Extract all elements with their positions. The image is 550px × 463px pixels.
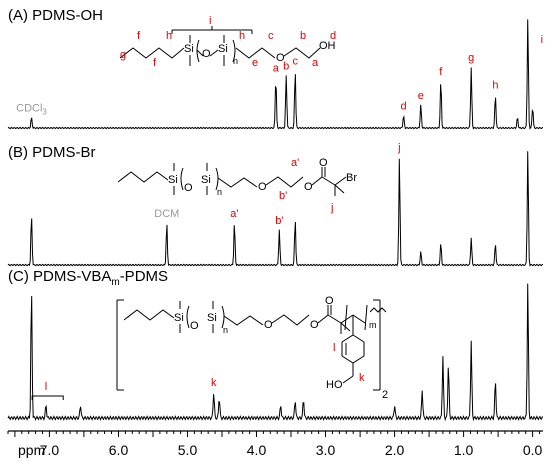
spectrum-line-2 <box>7 283 544 422</box>
svg-text:O: O <box>310 319 319 331</box>
svg-text:k: k <box>359 372 365 384</box>
svg-text:O: O <box>184 182 193 194</box>
peak-label-0-8: h <box>492 79 498 91</box>
svg-text:m: m <box>369 320 377 330</box>
svg-text:h: h <box>239 30 245 42</box>
svg-text:h: h <box>166 30 172 42</box>
peak-label-0-3: c <box>292 55 298 67</box>
svg-text:Si: Si <box>201 174 211 186</box>
svg-text:Si: Si <box>207 312 217 324</box>
svg-text:l: l <box>333 342 335 354</box>
svg-text:HO: HO <box>326 379 343 391</box>
x-tick-label: 6.0 <box>109 442 129 458</box>
panel-b-title: (B) PDMS-Br <box>8 144 96 161</box>
peak-label-0-2: b <box>283 61 289 73</box>
peak-label-0-5: e <box>418 90 424 102</box>
svg-text:Si: Si <box>174 312 184 324</box>
peak-label-0-7: g <box>468 52 474 64</box>
spectrum-line-1 <box>7 151 544 267</box>
svg-text:O: O <box>264 319 273 331</box>
structure-pdms-vba-pdms: 2 Si O Si n O O O m HO l k <box>116 295 388 401</box>
structure-pdms-oh: Si O Si n O OH g f f h i h e c b a d <box>119 15 336 69</box>
svg-text:2: 2 <box>382 389 388 401</box>
svg-text:j: j <box>330 202 333 214</box>
svg-text:g: g <box>120 49 126 61</box>
svg-text:O: O <box>258 181 267 193</box>
svg-text:i: i <box>209 15 211 27</box>
x-tick-label: 3.0 <box>316 442 336 458</box>
peak-label-2-1: l <box>45 381 47 393</box>
svg-text:Si: Si <box>218 43 228 55</box>
panel-c-title: (C) PDMS-VBAm-PDMS <box>8 268 168 288</box>
x-tick-label: 7.0 <box>40 442 60 458</box>
svg-text:b': b' <box>279 190 287 202</box>
svg-text:n: n <box>233 56 238 66</box>
x-tick-label: 4.0 <box>247 442 267 458</box>
peak-bracket-2-1 <box>31 395 64 400</box>
x-axis: 7.0 6.0 5.0 4.0 3.0 2.0 1.0 0.0 <box>7 430 543 458</box>
panel-a-title: (A) PDMS-OH <box>8 7 103 24</box>
svg-text:Si: Si <box>168 174 178 186</box>
svg-text:OH: OH <box>319 40 336 52</box>
peak-label-0-0: CDCl3 <box>16 103 47 117</box>
peak-label-0-9: i <box>541 34 543 46</box>
svg-text:a': a' <box>291 157 299 169</box>
peak-label-0-6: f <box>439 66 443 78</box>
x-axis-label: ppm <box>18 442 45 458</box>
svg-text:n: n <box>223 325 228 335</box>
structure-pdms-br: Si O Si n O O O Br a' b' j <box>117 157 357 214</box>
x-tick-label: 1.0 <box>454 442 474 458</box>
x-tick-label: 2.0 <box>385 442 405 458</box>
peak-label-0-1: a <box>273 63 280 75</box>
x-tick-label: 0.0 <box>523 442 543 458</box>
svg-text:O: O <box>202 48 211 60</box>
svg-text:c: c <box>268 30 274 42</box>
svg-text:a: a <box>312 57 319 69</box>
spectrum-line-0 <box>7 19 543 130</box>
peak-label-1-5: j <box>397 142 400 154</box>
peak-label-0-4: d <box>401 100 407 112</box>
x-tick-label: 5.0 <box>178 442 198 458</box>
svg-text:O: O <box>325 295 334 307</box>
svg-text:b: b <box>300 30 306 42</box>
svg-text:d: d <box>330 30 336 42</box>
svg-text:O: O <box>190 320 199 332</box>
svg-text:Si: Si <box>184 43 194 55</box>
svg-text:O: O <box>319 157 328 169</box>
svg-text:O: O <box>276 52 285 64</box>
peak-label-2-3: k <box>211 377 217 389</box>
peak-label-1-1: DCM <box>154 208 179 220</box>
svg-text:Br: Br <box>346 172 357 184</box>
svg-text:O: O <box>304 181 313 193</box>
svg-text:f: f <box>137 30 141 42</box>
svg-text:e: e <box>252 57 258 69</box>
svg-text:f: f <box>153 57 157 69</box>
peak-label-1-2: a' <box>230 208 238 220</box>
svg-text:n: n <box>217 187 222 197</box>
spectra <box>7 19 544 422</box>
peak-label-1-3: b' <box>275 215 283 227</box>
